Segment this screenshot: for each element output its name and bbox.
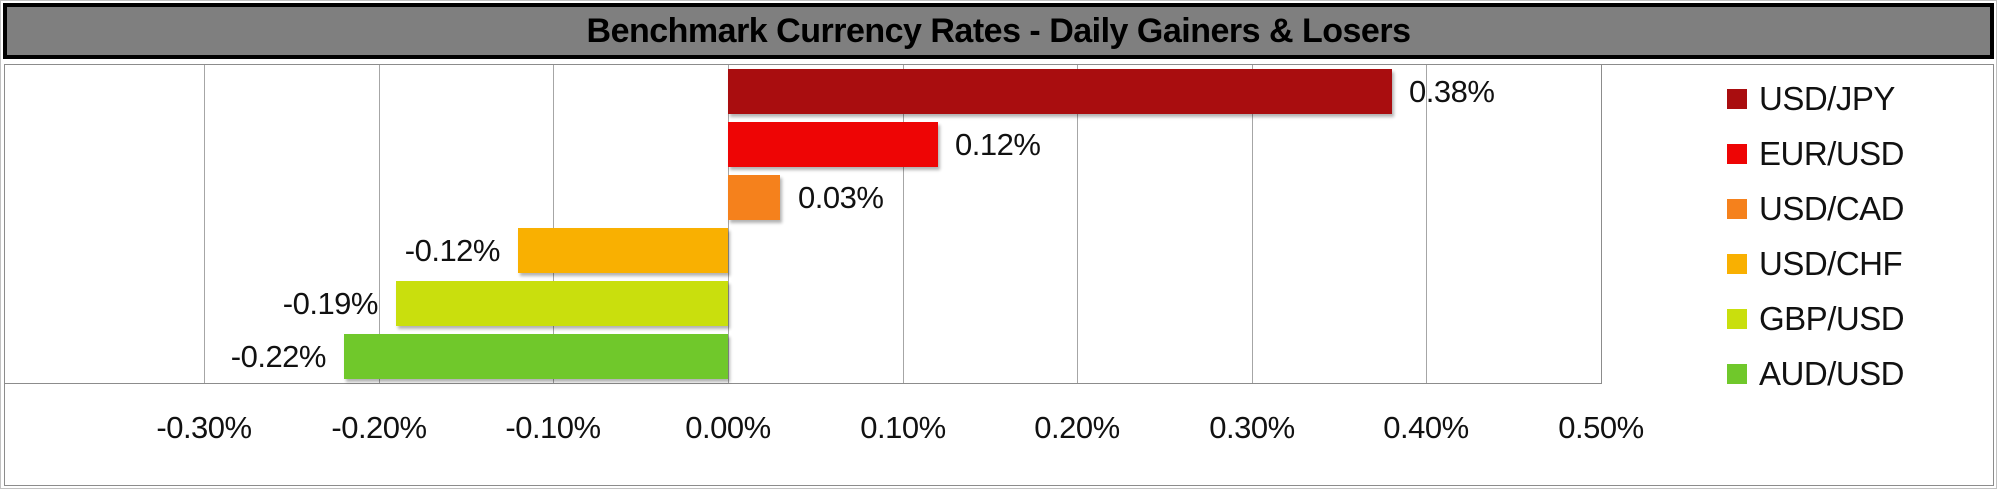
x-tick-label: 0.30% — [1209, 410, 1295, 445]
legend-label: EUR/USD — [1759, 135, 1905, 172]
bar-usd-cad — [728, 175, 780, 220]
x-tick-label: 0.10% — [860, 410, 946, 445]
legend-item-eur-usd: EUR/USD — [1717, 127, 1905, 181]
legend-item-usd-chf: USD/CHF — [1717, 237, 1903, 291]
legend-swatch-icon — [1727, 309, 1747, 329]
plot-area: 0.38% 0.12% 0.03% -0.12% -0.19% -0.22% — [5, 65, 1602, 384]
bar-usd-chf — [518, 228, 728, 273]
bar-gbp-usd — [396, 281, 728, 326]
legend-label: USD/CHF — [1759, 245, 1903, 282]
x-tick-label: -0.10% — [505, 410, 601, 445]
gridline — [728, 65, 729, 383]
x-tick-label: 0.50% — [1558, 410, 1644, 445]
bar-value-label: 0.12% — [955, 127, 1041, 162]
chart-area: 0.38% 0.12% 0.03% -0.12% -0.19% -0.22% -0.30%… — [4, 64, 1994, 486]
bar-value-label: -0.12% — [404, 233, 501, 268]
bar-eur-usd — [728, 122, 938, 167]
bar-usd-jpy — [728, 69, 1392, 114]
gridline — [204, 65, 205, 383]
legend-item-aud-usd: AUD/USD — [1717, 347, 1905, 401]
bar-value-label: -0.22% — [230, 339, 327, 374]
x-tick-label: 0.40% — [1383, 410, 1469, 445]
bar-value-label: -0.19% — [282, 286, 379, 321]
legend-swatch-icon — [1727, 199, 1747, 219]
gridline — [903, 65, 904, 383]
legend-label: USD/JPY — [1759, 80, 1895, 117]
legend-swatch-icon — [1727, 144, 1747, 164]
legend-item-gbp-usd: GBP/USD — [1717, 292, 1905, 346]
legend-swatch-icon — [1727, 364, 1747, 384]
legend-label: AUD/USD — [1759, 355, 1905, 392]
chart-title: Benchmark Currency Rates - Daily Gainers… — [586, 11, 1411, 50]
x-tick-label: -0.20% — [331, 410, 427, 445]
bar-value-label: 0.03% — [798, 180, 884, 215]
legend-swatch-icon — [1727, 254, 1747, 274]
legend-swatch-icon — [1727, 89, 1747, 109]
gridline — [1252, 65, 1253, 383]
x-tick-label: 0.00% — [685, 410, 771, 445]
bar-aud-usd — [344, 334, 728, 379]
x-axis: -0.30% -0.20% -0.10% 0.00% 0.10% 0.20% 0.30% 0.… — [5, 410, 1993, 454]
gridline — [1426, 65, 1427, 383]
gridline — [1077, 65, 1078, 383]
chart-title-bar: Benchmark Currency Rates - Daily Gainers… — [3, 3, 1994, 59]
x-tick-label: 0.20% — [1034, 410, 1120, 445]
legend-item-usd-cad: USD/CAD — [1717, 182, 1905, 236]
legend: USD/JPY EUR/USD USD/CAD USD/CHF GBP/USD AUD/U… — [1717, 65, 1987, 485]
bar-value-label: 0.38% — [1409, 74, 1495, 109]
legend-label: USD/CAD — [1759, 190, 1905, 227]
legend-label: GBP/USD — [1759, 300, 1905, 337]
gridline — [379, 65, 380, 383]
legend-item-usd-jpy: USD/JPY — [1717, 72, 1895, 126]
x-tick-label: -0.30% — [156, 410, 252, 445]
gridline — [553, 65, 554, 383]
